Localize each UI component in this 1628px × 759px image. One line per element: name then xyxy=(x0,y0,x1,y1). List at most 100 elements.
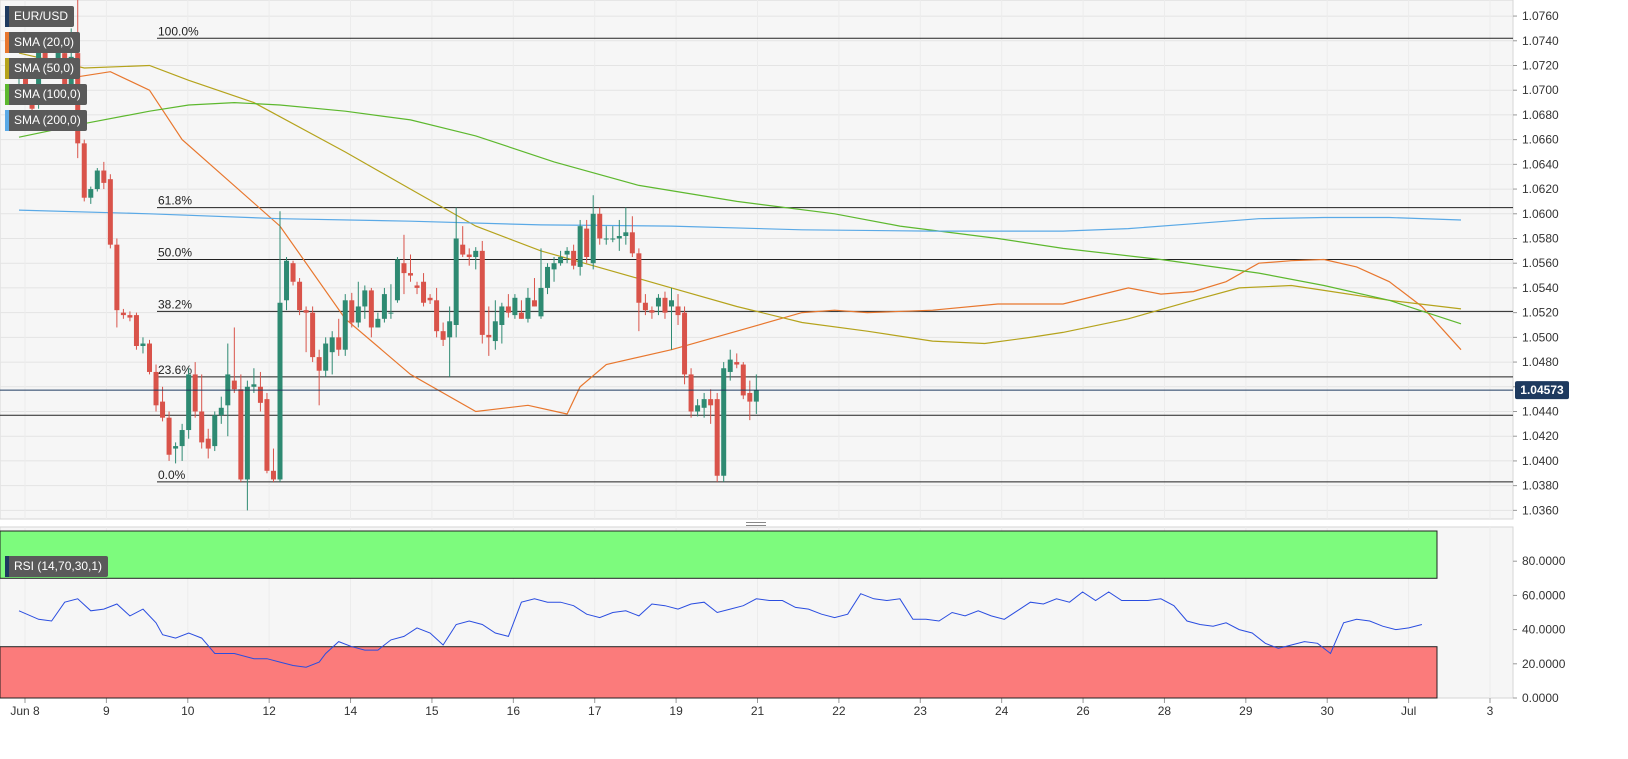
sma-line xyxy=(18,209,1462,232)
y-tick-label: 1.0580 xyxy=(1522,231,1559,245)
candle-body xyxy=(336,337,342,350)
candle-body xyxy=(740,364,746,396)
x-tick-label: 14 xyxy=(344,704,358,718)
legend-rsi[interactable]: RSI (14,70,30,1) xyxy=(5,556,109,577)
rsi-swatch xyxy=(5,556,9,577)
candle-body xyxy=(466,254,472,258)
candle-body xyxy=(270,470,276,480)
candle-body xyxy=(29,102,35,109)
candle-body xyxy=(642,302,648,311)
candle-body xyxy=(584,228,590,258)
candle-body xyxy=(23,67,29,97)
sma-50-swatch xyxy=(5,58,9,79)
candle-body xyxy=(205,438,211,449)
rsi-legend: RSI (14,70,30,1) xyxy=(5,556,109,582)
candle-body xyxy=(303,310,309,313)
x-tick-label: 23 xyxy=(914,704,928,718)
candle-body xyxy=(127,315,133,318)
candle-body xyxy=(173,446,179,449)
candle-body xyxy=(414,285,420,288)
symbol-label: EUR/USD xyxy=(14,9,69,23)
y-tick-label: 1.0520 xyxy=(1522,306,1559,320)
candle-body xyxy=(479,250,485,335)
candle-body xyxy=(688,374,694,412)
legend-sma-20[interactable]: SMA (20,0) xyxy=(5,32,81,53)
x-tick-label: 10 xyxy=(181,704,195,718)
sma-200-label: SMA (200,0) xyxy=(14,113,81,127)
candle-body xyxy=(290,263,296,282)
candle-body xyxy=(753,390,759,402)
y-tick-label: 1.0720 xyxy=(1522,58,1559,72)
candle-body xyxy=(623,232,629,237)
candle-body xyxy=(492,321,498,342)
x-tick-label: 9 xyxy=(103,704,110,718)
candle-body xyxy=(192,374,198,412)
candle-body xyxy=(714,399,720,476)
x-tick-label: 24 xyxy=(995,704,1009,718)
candle-body xyxy=(649,310,655,313)
candle-body xyxy=(408,273,413,276)
chart-legend: EUR/USD SMA (20,0) SMA (50,0) SMA (100,0… xyxy=(5,6,87,136)
candle-body xyxy=(401,263,407,274)
fib-level-label: 23.6% xyxy=(158,363,192,377)
candle-body xyxy=(708,399,714,406)
y-tick-label: 1.0680 xyxy=(1522,108,1559,122)
x-tick-label: 26 xyxy=(1076,704,1090,718)
legend-sma-50[interactable]: SMA (50,0) xyxy=(5,58,81,79)
candle-body xyxy=(427,297,433,301)
x-tick-label: 15 xyxy=(425,704,439,718)
candle-body xyxy=(610,238,616,240)
rsi-y-tick-label: 80.0000 xyxy=(1522,554,1566,568)
candle-body xyxy=(42,43,48,72)
candle-body xyxy=(518,312,524,319)
rsi-line xyxy=(18,591,1423,668)
y-tick-label: 1.0560 xyxy=(1522,256,1559,270)
x-tick-label: 17 xyxy=(588,704,602,718)
candle-body xyxy=(297,281,303,311)
candle-body xyxy=(590,213,596,264)
y-tick-label: 1.0600 xyxy=(1522,207,1559,221)
candle-body xyxy=(734,362,740,365)
candle-body xyxy=(231,380,237,390)
x-tick-label: 21 xyxy=(751,704,765,718)
candle-body xyxy=(486,334,492,338)
legend-symbol[interactable]: EUR/USD xyxy=(5,6,75,27)
candle-body xyxy=(682,312,688,375)
candle-body xyxy=(655,297,661,307)
candle-body xyxy=(460,244,466,255)
candle-body xyxy=(531,300,537,307)
candle-body xyxy=(133,315,139,346)
x-tick-label: 19 xyxy=(669,704,683,718)
x-tick-label: 16 xyxy=(507,704,521,718)
legend-sma-200[interactable]: SMA (200,0) xyxy=(5,110,87,131)
fib-level-label: 0.0% xyxy=(158,468,186,482)
y-tick-label: 1.0620 xyxy=(1522,182,1559,196)
candle-body xyxy=(114,244,120,311)
candle-body xyxy=(179,430,185,447)
candle-body xyxy=(394,259,400,301)
fib-level-label: 50.0% xyxy=(158,246,192,260)
candle-body xyxy=(166,417,172,455)
candle-body xyxy=(349,300,355,323)
y-tick-label: 1.0640 xyxy=(1522,157,1559,171)
fib-level-label: 61.8% xyxy=(158,194,192,208)
sma-line xyxy=(19,71,1462,415)
candle-body xyxy=(186,374,192,431)
candle-body xyxy=(238,389,244,480)
legend-sma-100[interactable]: SMA (100,0) xyxy=(5,84,87,105)
candle-body xyxy=(284,260,290,301)
candle-body xyxy=(662,297,668,313)
y-tick-label: 1.0540 xyxy=(1522,281,1559,295)
candle-body xyxy=(505,306,511,313)
rsi-y-tick-label: 60.0000 xyxy=(1522,588,1566,602)
candle-body xyxy=(636,253,642,303)
last-price-label: 1.04573 xyxy=(1520,383,1564,397)
candle-body xyxy=(329,337,335,353)
candle-body xyxy=(695,405,701,412)
splitter-handle xyxy=(746,525,766,526)
y-tick-label: 1.0660 xyxy=(1522,133,1559,147)
candle-body xyxy=(512,297,518,316)
x-tick-label: Jul xyxy=(1401,704,1416,718)
candle-body xyxy=(721,368,727,476)
